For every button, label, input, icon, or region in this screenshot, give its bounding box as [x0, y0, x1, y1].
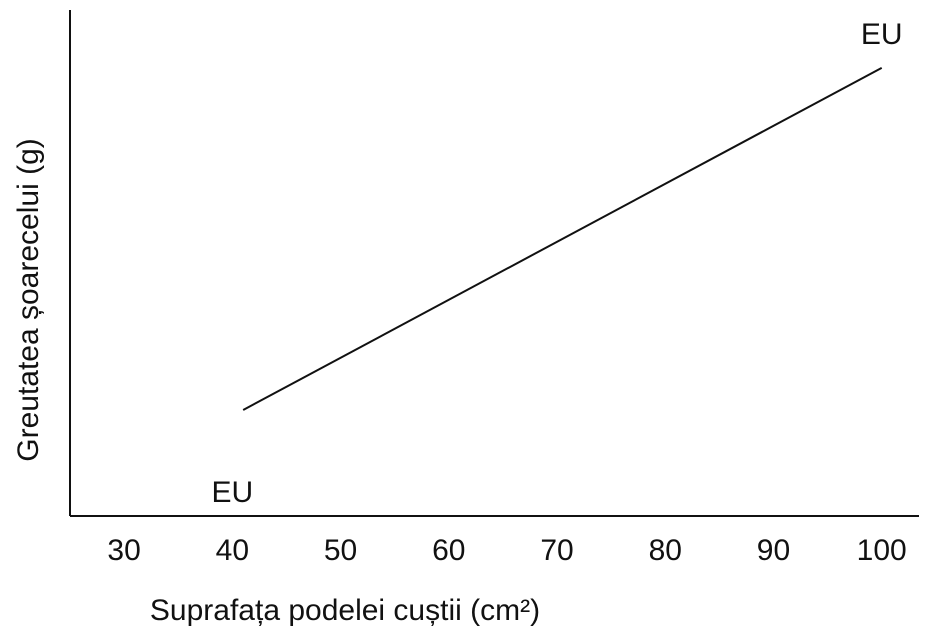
annotation-label: EU [211, 476, 253, 509]
annotation-label: EU [861, 18, 903, 51]
x-tick-label: 30 [107, 534, 140, 567]
x-tick-label: 40 [216, 534, 249, 567]
x-tick-labels: 30 40 50 60 70 80 90 100 [107, 534, 906, 567]
series-layer [242, 66, 883, 411]
series-line [242, 66, 883, 411]
annotation-layer: EU EU [211, 18, 902, 509]
x-tick-label: 60 [432, 534, 465, 567]
y-axis-title: Greutatea șoarecelui (g) [12, 138, 45, 462]
x-tick-label: 80 [649, 534, 682, 567]
x-axis-title: Suprafața podelei cuștii (cm²) [150, 594, 540, 627]
x-tick-label: 100 [857, 534, 907, 567]
x-tick-label: 50 [324, 534, 357, 567]
x-tick-label: 90 [757, 534, 790, 567]
x-tick-label: 70 [540, 534, 573, 567]
